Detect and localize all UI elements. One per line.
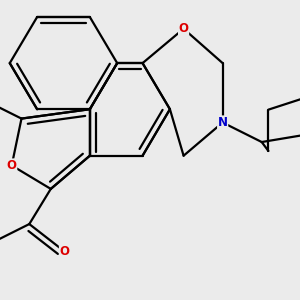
- Text: N: N: [218, 116, 228, 129]
- Text: O: O: [7, 159, 17, 172]
- Text: O: O: [59, 245, 70, 258]
- Text: O: O: [178, 22, 189, 35]
